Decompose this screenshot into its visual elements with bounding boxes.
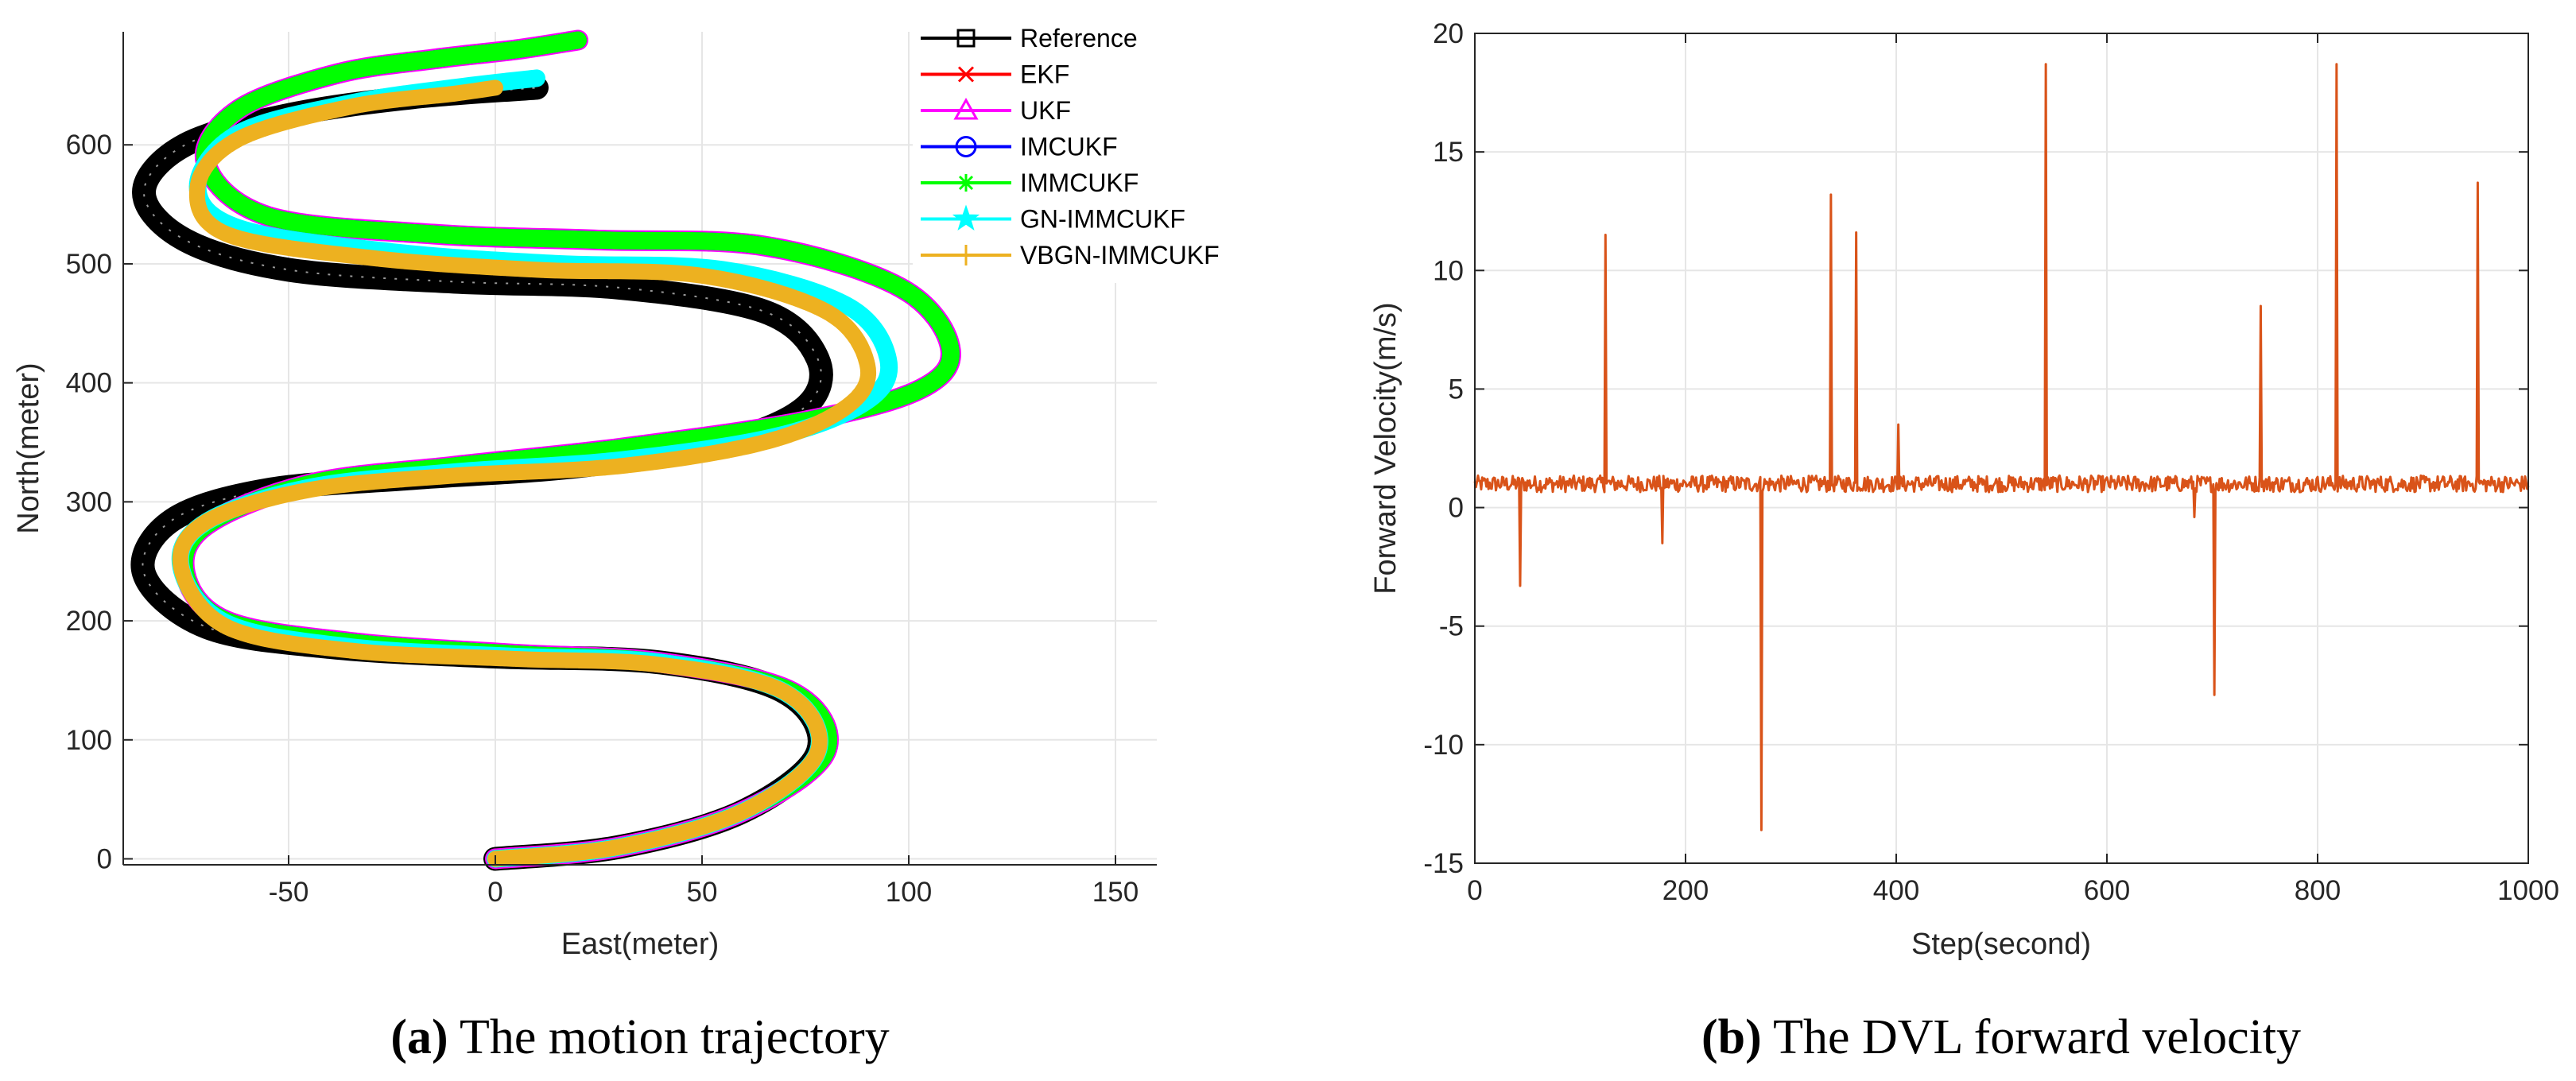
velocity-series <box>1473 63 2530 831</box>
y-tick-label: 15 <box>1433 137 1464 168</box>
y-tick-label: 0 <box>97 844 112 875</box>
velocity-panel: 0 200 400 600 800 1000 -15 -10 -5 0 5 10 15 20 Step(s… <box>1369 18 2559 961</box>
x-tick-label: 0 <box>487 877 502 908</box>
y-tick-label: 20 <box>1433 18 1464 49</box>
legend-label: EKF <box>1020 60 1069 89</box>
x-tick-label: 150 <box>1092 877 1139 908</box>
velocity-axes-box <box>1474 33 2529 864</box>
y-tick-label: 500 <box>66 249 112 280</box>
trajectory-panel: -50 0 50 100 150 0 100 200 300 400 500 600 East(met… <box>12 19 1256 961</box>
y-tick-label: 400 <box>66 368 112 399</box>
x-tick-label: 100 <box>886 877 932 908</box>
legend-box <box>913 19 1256 283</box>
x-tick-label: 50 <box>687 877 718 908</box>
y-tick-label: -5 <box>1439 611 1464 642</box>
caption-a-label: (a) <box>390 1010 448 1064</box>
y-tick-label: -10 <box>1423 730 1464 761</box>
legend-label: IMCUKF <box>1020 133 1118 161</box>
x-tick-label: 200 <box>1662 875 1709 906</box>
trajectory-ylabel: North(meter) <box>12 362 45 533</box>
y-tick-label: 600 <box>66 130 112 161</box>
x-tick-label: 0 <box>1467 875 1482 906</box>
legend-label: Reference <box>1020 24 1138 52</box>
caption-a-text: The motion trajectory <box>448 1010 890 1064</box>
velocity-ticks: 0 200 400 600 800 1000 -15 -10 -5 0 5 10 15 20 <box>1423 18 2559 906</box>
legend-marker-triangle <box>953 97 979 120</box>
velocity-xlabel: Step(second) <box>1911 928 2091 961</box>
legend-marker-asterisk <box>957 174 975 192</box>
legend-marker-circle <box>955 136 977 157</box>
x-tick-label: 600 <box>2084 875 2130 906</box>
x-tick-label: -50 <box>269 877 309 908</box>
x-tick-label: 800 <box>2295 875 2341 906</box>
y-tick-label: 0 <box>1449 493 1464 524</box>
caption-b-text: The DVL forward velocity <box>1762 1010 2301 1064</box>
trajectory-xlabel: East(meter) <box>561 928 719 961</box>
series-vbgn-immcukf <box>172 79 876 867</box>
velocity-line <box>1473 63 2530 831</box>
velocity-ylabel: Forward Velocity(m/s) <box>1369 302 1402 594</box>
velocity-plot-area <box>1475 33 2528 863</box>
y-tick-label: 100 <box>66 725 112 756</box>
caption-a: (a) The motion trajectory <box>390 1010 889 1064</box>
legend-label: GN-IMMCUKF <box>1020 205 1185 234</box>
legend-marker-pentagram <box>952 204 980 231</box>
legend-label: UKF <box>1020 96 1071 125</box>
y-tick-label: 10 <box>1433 255 1464 286</box>
y-tick-label: 5 <box>1449 374 1464 405</box>
y-tick-label: 200 <box>66 606 112 637</box>
legend-label: VBGN-IMMCUKF <box>1020 241 1220 269</box>
caption-b: (b) The DVL forward velocity <box>1701 1010 2301 1064</box>
trajectory-legend: Reference EKF UKF IMCUKF IMMCUKF GN-IMMCUKF VB… <box>913 19 1256 283</box>
legend-label: IMMCUKF <box>1020 169 1139 197</box>
y-tick-label: 300 <box>66 486 112 517</box>
x-tick-label: 1000 <box>2497 875 2559 906</box>
trajectory-ticks: -50 0 50 100 150 0 100 200 300 400 500 600 <box>66 130 1139 908</box>
legend-marker-square <box>956 29 976 48</box>
caption-b-label: (b) <box>1701 1010 1762 1064</box>
trajectory-series <box>130 29 961 871</box>
legend-marker-plus <box>957 245 975 265</box>
x-tick-label: 400 <box>1873 875 1919 906</box>
legend-marker-x <box>957 66 975 83</box>
y-tick-label: -15 <box>1423 848 1464 879</box>
